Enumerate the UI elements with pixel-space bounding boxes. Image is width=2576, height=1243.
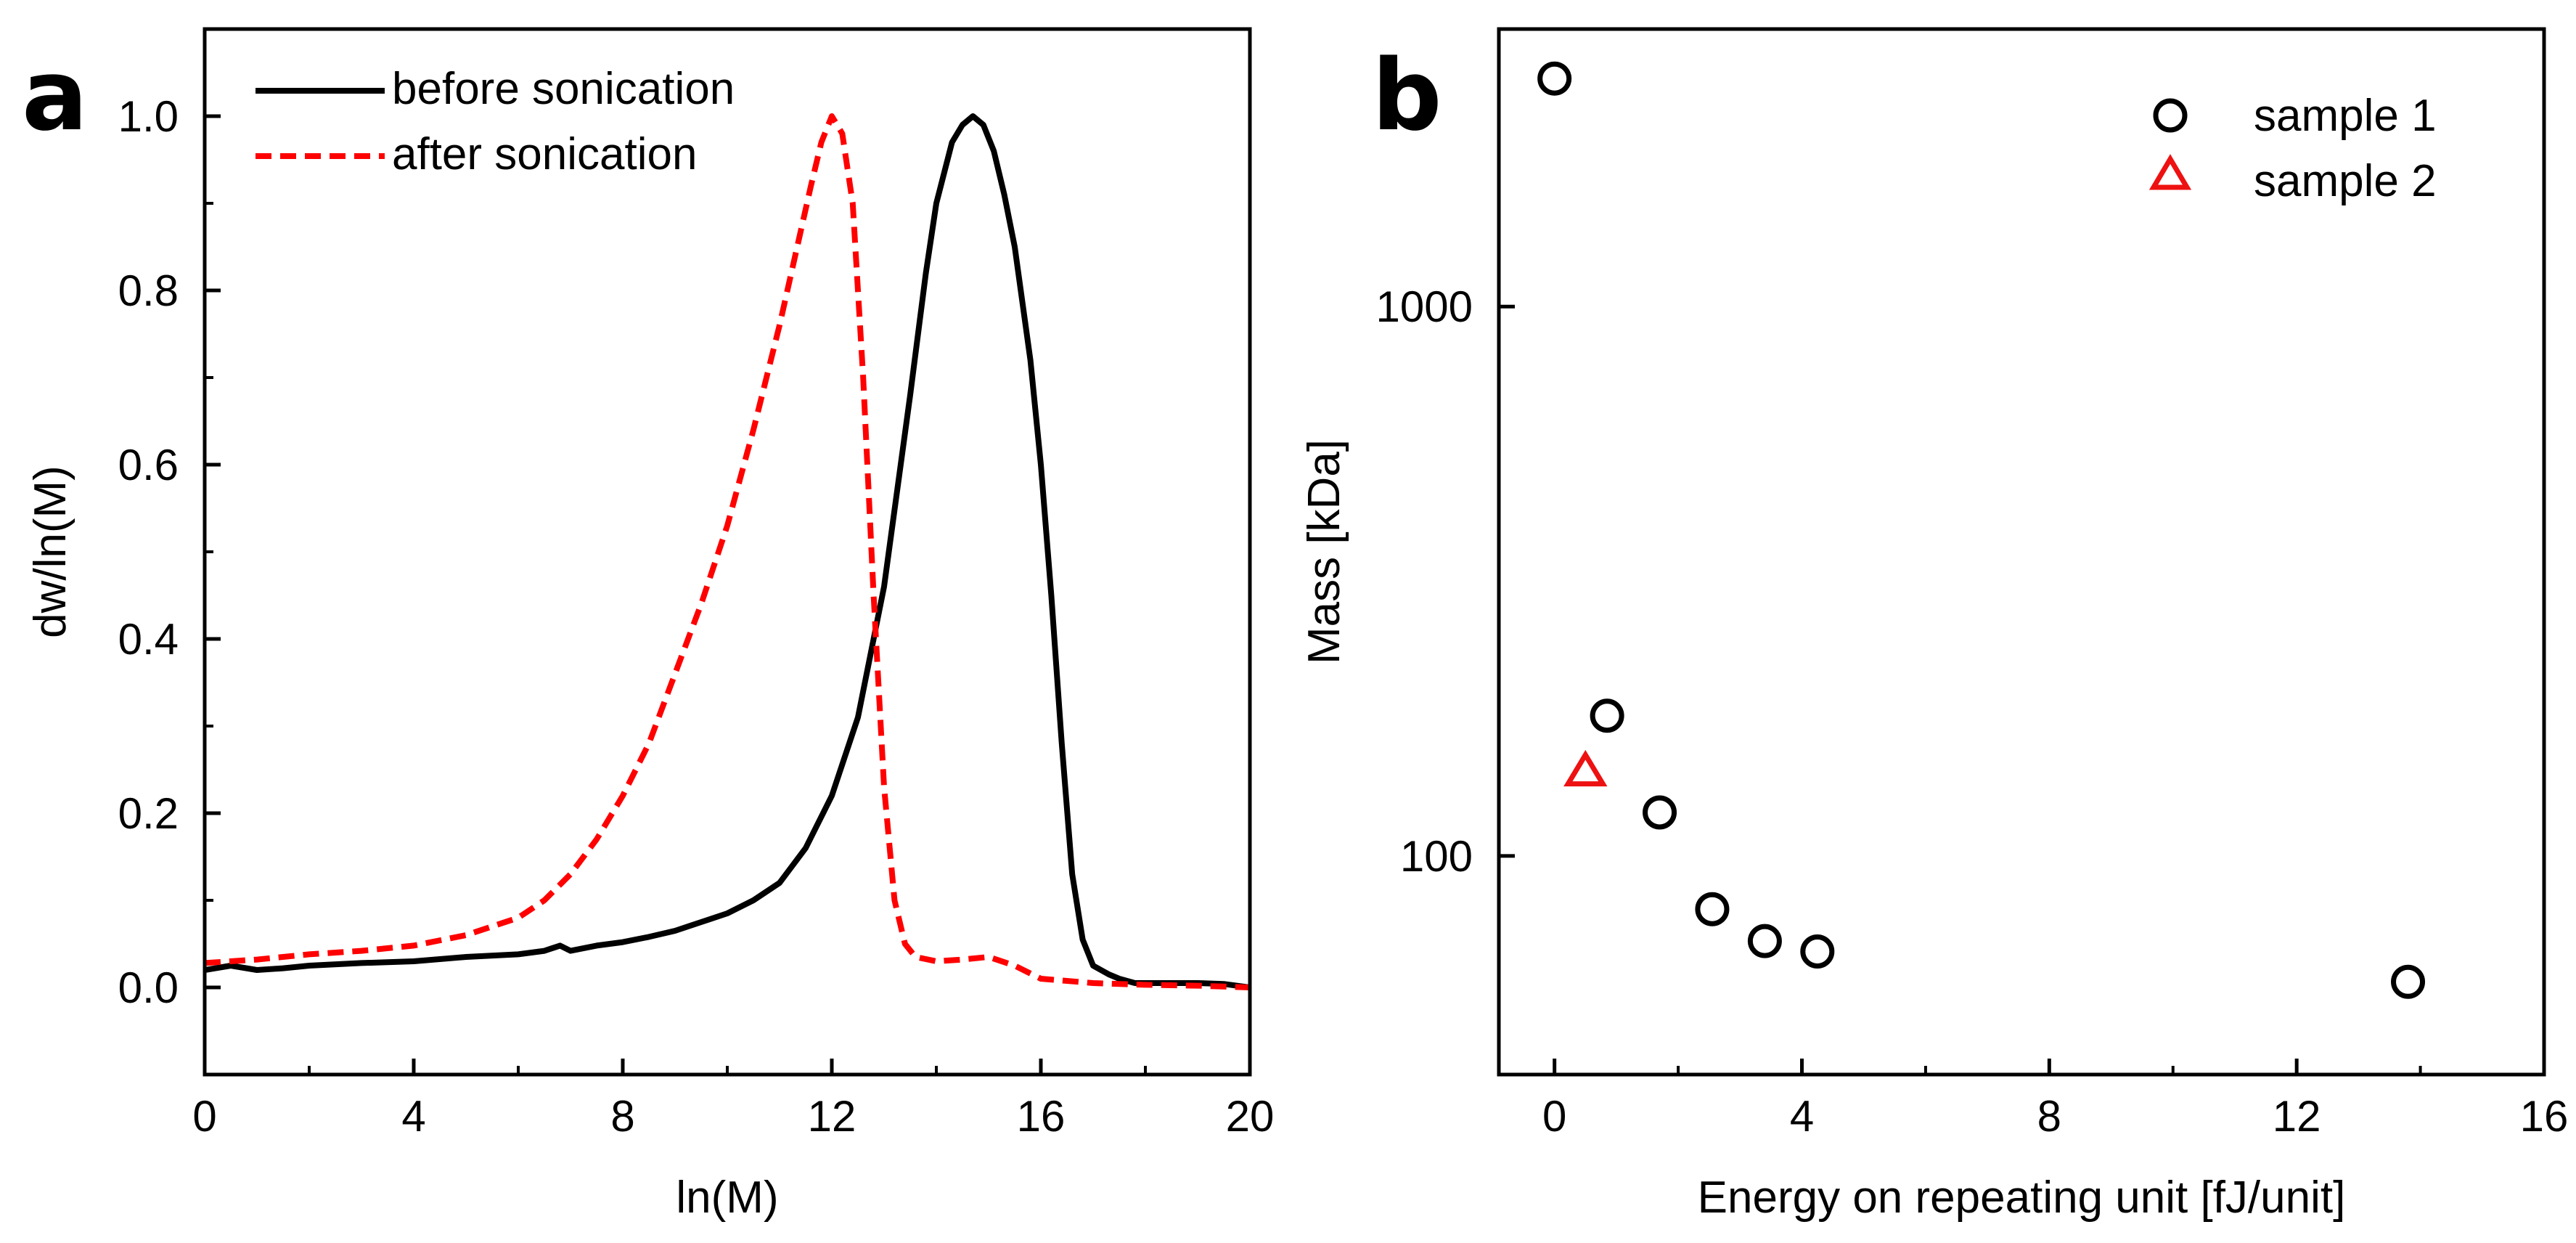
panel-a-y-tick-label: 0.8 xyxy=(118,266,179,315)
panel-b-plot-area xyxy=(1537,61,2426,999)
legend-marker-sample-2 xyxy=(2148,154,2192,190)
panel-a-y-tick-label: 0.6 xyxy=(118,441,179,489)
panel-a: 0 4 8 12 16 20 0.0 0.2 0.4 0.6 0.8 1.0 ln(M) dw/ln(… xyxy=(25,27,1275,1223)
legend-label-sample-2: sample 2 xyxy=(2254,156,2437,206)
panel-a-legend: before sonication after sonication xyxy=(255,64,735,179)
panel-label-a: a xyxy=(22,38,88,152)
panel-a-x-tick-label: 20 xyxy=(1226,1092,1275,1141)
panel-b: 0 4 8 12 16 100 1000 Energy on repeating unit … xyxy=(1299,27,2569,1223)
panel-a-x-tick-label: 0 xyxy=(192,1092,216,1141)
legend-label-sample-1: sample 1 xyxy=(2254,91,2437,141)
panel-b-frame xyxy=(1497,27,2546,1077)
panel-a-x-tick-label: 12 xyxy=(808,1092,856,1141)
panel-b-y-tick-label: 100 xyxy=(1400,832,1473,881)
panel-b-x-tick-label: 0 xyxy=(1542,1092,1566,1141)
panel-b-point-sample-1 xyxy=(1590,698,1624,733)
panel-a-series-before-sonication xyxy=(205,113,1250,990)
panel-b-point-sample-1 xyxy=(1695,892,1730,926)
panel-a-y-tick-label: 0.2 xyxy=(118,789,179,838)
panel-label-b: b xyxy=(1372,38,1442,152)
panel-a-axes: 0 4 8 12 16 20 0.0 0.2 0.4 0.6 0.8 1.0 xyxy=(118,28,1275,1141)
panel-a-y-axis-label: dw/ln(M) xyxy=(25,465,75,638)
panel-b-x-tick-label: 16 xyxy=(2520,1092,2569,1141)
panel-a-y-tick-label: 0.4 xyxy=(118,615,179,664)
panel-a-x-tick-label: 4 xyxy=(401,1092,425,1141)
panel-b-y-tick-label: 1000 xyxy=(1376,282,1473,331)
panel-b-point-sample-1 xyxy=(1537,61,1572,96)
panel-a-plot-area xyxy=(205,113,1250,990)
panel-b-legend: sample 1 sample 2 xyxy=(2148,91,2437,206)
legend-label-after-sonication: after sonication xyxy=(392,129,697,179)
panel-a-x-tick-label: 8 xyxy=(610,1092,634,1141)
panel-b-point-sample-2 xyxy=(1563,749,1608,787)
panel-b-point-sample-1 xyxy=(1747,924,1782,958)
panel-b-x-tick-label: 4 xyxy=(1790,1092,1814,1141)
panel-b-x-axis-label: Energy on repeating unit [fJ/unit] xyxy=(1698,1173,2346,1223)
panel-a-y-tick-label: 0.0 xyxy=(118,963,179,1012)
panel-a-series-after-sonication xyxy=(205,113,1250,990)
panel-b-axes: 0 4 8 12 16 100 1000 xyxy=(1376,282,2569,1141)
panel-b-point-sample-1 xyxy=(1800,934,1835,969)
panel-b-point-sample-1 xyxy=(2391,964,2426,999)
panel-b-point-sample-1 xyxy=(1643,795,1677,830)
legend-label-before-sonication: before sonication xyxy=(392,64,735,114)
panel-b-x-tick-label: 8 xyxy=(2037,1092,2061,1141)
panel-b-y-axis-label: Mass [kDa] xyxy=(1299,439,1349,664)
panel-a-x-tick-label: 16 xyxy=(1017,1092,1066,1141)
panel-b-x-tick-label: 12 xyxy=(2273,1092,2321,1141)
panel-a-x-axis-label: ln(M) xyxy=(676,1173,778,1223)
panel-a-y-tick-label: 1.0 xyxy=(118,92,179,141)
legend-marker-sample-1 xyxy=(2153,98,2188,133)
